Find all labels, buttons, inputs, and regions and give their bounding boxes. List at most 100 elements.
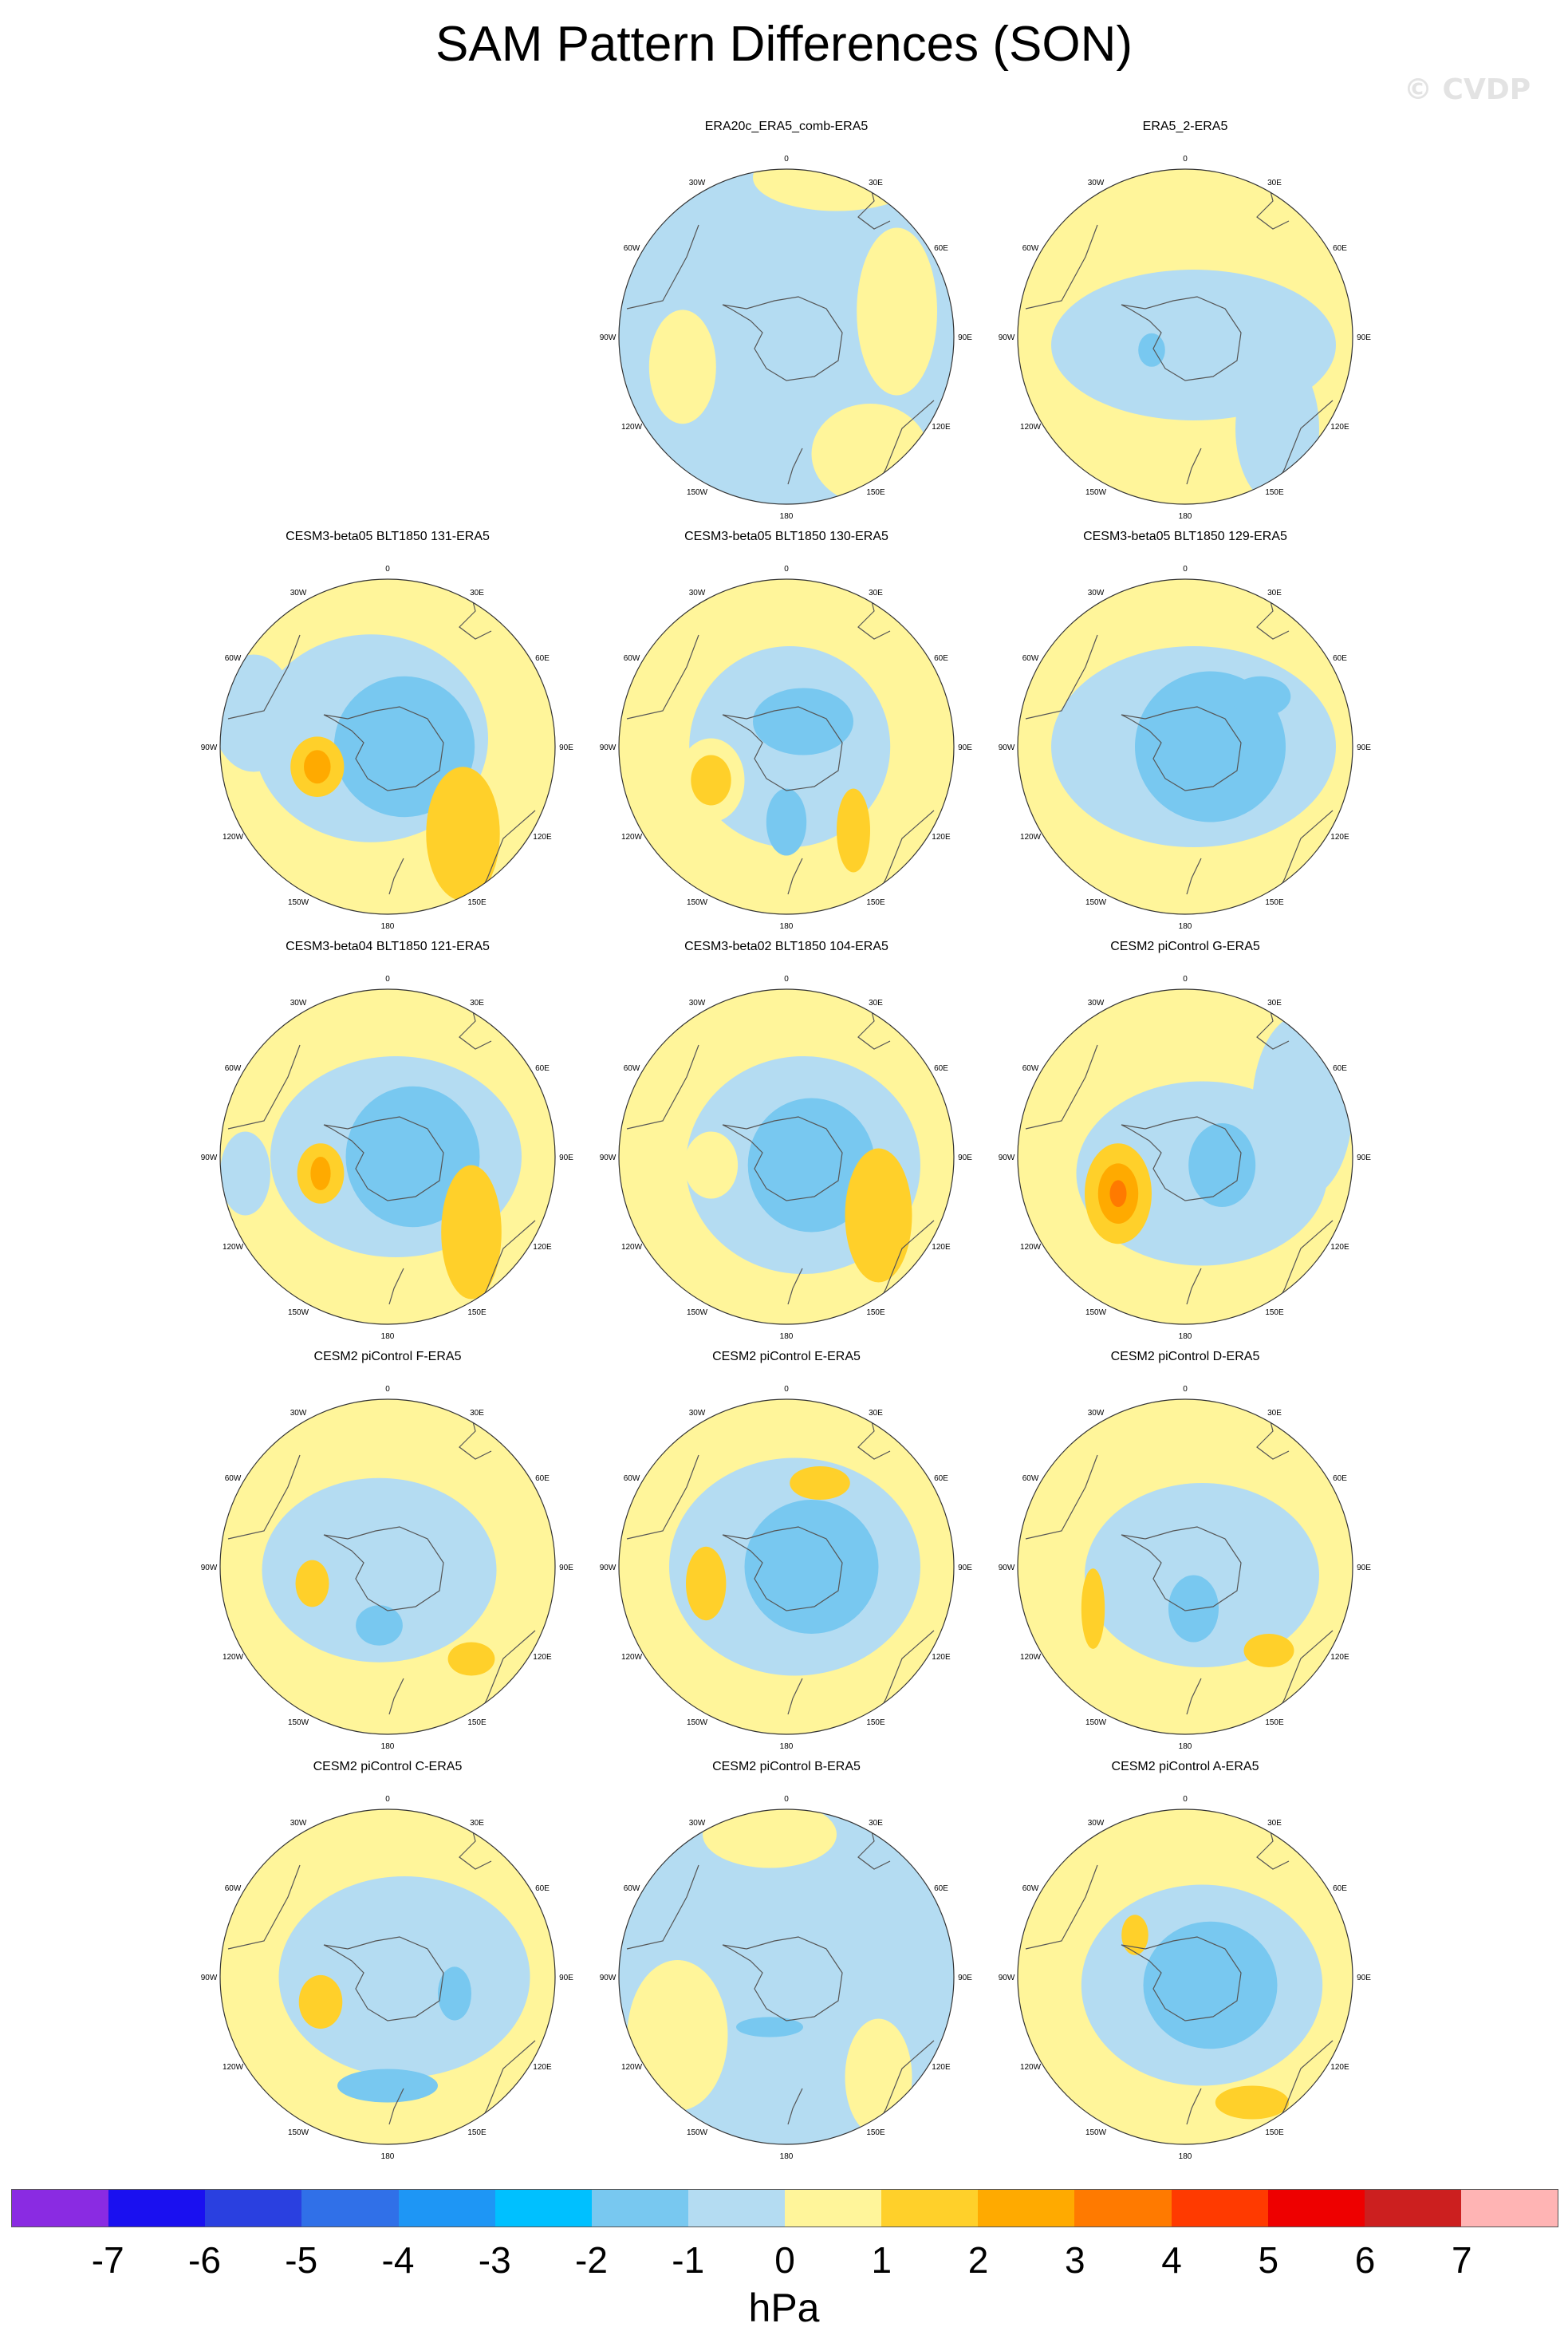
longitude-label: 150E: [467, 2128, 487, 2137]
map-boundary: [618, 988, 955, 1325]
longitude-label: 120W: [1020, 423, 1042, 432]
longitude-label: 150E: [866, 898, 885, 907]
panel-title: CESM3-beta02 BLT1850 104-ERA5: [684, 940, 888, 953]
longitude-label: 120W: [621, 2063, 643, 2072]
map-boundary: [1017, 578, 1353, 915]
antarctica-coastline: [722, 296, 843, 381]
longitude-label: 120E: [533, 833, 552, 842]
longitude-label: 60W: [1022, 1064, 1039, 1073]
colorbar-tick-label: 2: [967, 2239, 989, 2281]
longitude-label: 150E: [467, 898, 487, 907]
colorbar-tick-label: -6: [188, 2239, 221, 2281]
contour-blob: [1109, 1180, 1127, 1207]
longitude-label: 90W: [999, 1564, 1015, 1572]
colorbar-tick-label: 5: [1258, 2239, 1279, 2281]
longitude-label: 0: [1183, 975, 1188, 984]
new-zealand-coastline: [1186, 448, 1202, 485]
longitude-label: 60E: [1333, 1064, 1347, 1073]
contour-blob: [1252, 1014, 1353, 1199]
longitude-label: 30E: [1267, 589, 1282, 598]
longitude-label: 90E: [958, 1564, 972, 1572]
longitude-label: 60W: [624, 1064, 640, 1073]
south-america-coastline: [227, 1044, 301, 1130]
panel-title: CESM2 piControl E-ERA5: [712, 1350, 861, 1363]
map-boundary: [1017, 1398, 1353, 1735]
colorbar-segment: [205, 2190, 302, 2227]
longitude-label: 120E: [932, 833, 951, 842]
longitude-label: 150E: [866, 1718, 885, 1727]
longitude-label: 30W: [290, 1409, 307, 1418]
longitude-label: 150W: [1085, 1308, 1107, 1317]
longitude-label: 90W: [201, 1974, 218, 1982]
longitude-label: 30E: [470, 589, 484, 598]
longitude-label: 0: [1183, 1385, 1188, 1394]
colorbar-tick-label: 7: [1451, 2239, 1472, 2281]
longitude-label: 30W: [1088, 179, 1105, 187]
map-panel: CESM2 piControl B-ERA5 0 30E 60E 90E 120E 150E…: [587, 1760, 986, 2175]
longitude-label: 90E: [1357, 333, 1371, 342]
longitude-label: 180: [780, 1332, 794, 1341]
longitude-label: 30E: [470, 1409, 484, 1418]
longitude-label: 120E: [1330, 1653, 1349, 1662]
map-boundary: [219, 578, 556, 915]
longitude-label: 0: [784, 155, 789, 164]
longitude-label: 60E: [934, 1884, 948, 1893]
longitude-label: 150E: [866, 1308, 885, 1317]
south-america-coastline: [1025, 1044, 1098, 1130]
polar-map: 0 30E 60E 90E 120E 150E 180 150W 120W 90W 60W 30W: [600, 975, 973, 1341]
contour-blob: [686, 1546, 727, 1621]
longitude-label: 0: [385, 975, 390, 984]
polar-map: 0 30E 60E 90E 120E 150E 180 150W 120W 90W 60W 30W: [201, 1385, 574, 1751]
longitude-label: 180: [381, 1742, 395, 1751]
longitude-label: 90W: [999, 333, 1015, 342]
new-zealand-coastline: [787, 448, 803, 485]
longitude-label: 60E: [1333, 1884, 1347, 1893]
panel-title: CESM2 piControl A-ERA5: [1111, 1760, 1259, 1773]
map-boundary: [618, 1808, 955, 2145]
polar-map: 0 30E 60E 90E 120E 150E 180 150W 120W 90W 60W 30W: [600, 155, 973, 521]
longitude-label: 30E: [1267, 1819, 1282, 1828]
panel-title: CESM2 piControl D-ERA5: [1110, 1350, 1260, 1363]
longitude-label: 60E: [1333, 654, 1347, 663]
colorbar-segment: [1267, 2190, 1365, 2227]
map-boundary: [219, 1398, 556, 1735]
polar-map: 0 30E 60E 90E 120E 150E 180 150W 120W 90W 60W 30W: [201, 1795, 574, 2161]
longitude-label: 150W: [1085, 898, 1107, 907]
longitude-label: 150E: [1265, 488, 1284, 497]
longitude-label: 150W: [288, 1308, 309, 1317]
longitude-label: 90E: [1357, 1564, 1371, 1572]
new-zealand-coastline: [388, 2088, 404, 2125]
new-zealand-coastline: [787, 1678, 803, 1715]
contour-blob: [1243, 1634, 1294, 1667]
map-boundary: [219, 988, 556, 1325]
map-boundary: [1017, 1808, 1353, 2145]
contour-blob: [356, 1605, 403, 1646]
longitude-label: 180: [1179, 1742, 1192, 1751]
longitude-label: 60E: [535, 1474, 550, 1483]
longitude-label: 0: [1183, 565, 1188, 574]
contour-blob: [304, 750, 331, 784]
longitude-label: 60W: [624, 244, 640, 253]
new-zealand-coastline: [1186, 858, 1202, 895]
colorbar-segment: [591, 2190, 688, 2227]
contour-blob: [333, 676, 475, 818]
south-america-coastline: [1025, 1864, 1098, 1950]
longitude-label: 150W: [687, 898, 708, 907]
contour-blob: [278, 1876, 530, 2077]
longitude-label: 60E: [934, 1474, 948, 1483]
colorbar-tick-label: 0: [774, 2239, 795, 2281]
contour-blob: [845, 2018, 912, 2136]
colorbar-segment: [301, 2190, 399, 2227]
colorbar: [11, 2189, 1558, 2227]
colorbar-tick-label: -4: [381, 2239, 415, 2281]
longitude-label: 30E: [869, 589, 883, 598]
map-panel: ERA20c_ERA5_comb-ERA5 0 30E 60E 90E 120E 150E 1…: [587, 120, 986, 534]
longitude-label: 90W: [600, 1154, 617, 1162]
contour-blob: [747, 1098, 876, 1233]
map-boundary: [1017, 168, 1353, 505]
contour-blob: [684, 1131, 739, 1199]
longitude-label: 90E: [958, 743, 972, 752]
longitude-label: 120W: [621, 423, 643, 432]
longitude-label: 120E: [1330, 833, 1349, 842]
longitude-label: 120W: [621, 1653, 643, 1662]
